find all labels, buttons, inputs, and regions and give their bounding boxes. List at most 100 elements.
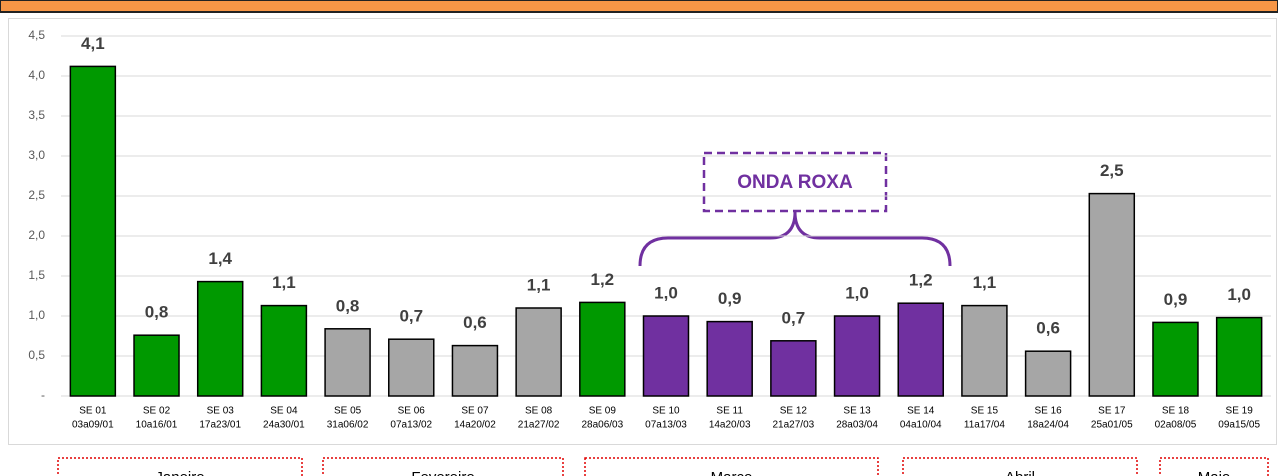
x-tick-label: SE 04 <box>270 406 298 417</box>
x-tick-period: 17a23/01 <box>199 420 241 431</box>
x-tick-period: 03a09/01 <box>72 420 114 431</box>
month-box <box>584 457 879 476</box>
bar <box>196 280 244 397</box>
month-label: Maio <box>1198 469 1231 476</box>
x-tick-label: SE 05 <box>334 406 362 417</box>
y-tick-label: 2,0 <box>28 228 45 242</box>
bar <box>706 320 753 397</box>
bar <box>324 328 371 397</box>
x-tick-period: 28a06/03 <box>581 420 623 431</box>
x-tick-label: SE 09 <box>589 406 617 417</box>
x-tick-label: SE 17 <box>1098 406 1126 417</box>
brace <box>638 211 952 267</box>
x-tick-label: SE 12 <box>780 406 808 417</box>
bar <box>451 344 499 397</box>
x-tick-period: 14a20/03 <box>709 420 751 431</box>
value-label: 0,6 <box>463 313 487 332</box>
x-tick-period: 25a01/05 <box>1091 420 1133 431</box>
x-tick-label: SE 11 <box>716 406 743 417</box>
value-label: 0,6 <box>1036 319 1060 338</box>
x-tick-label: SE 19 <box>1226 406 1254 417</box>
x-tick-label: SE 02 <box>143 406 171 417</box>
value-label: 4,1 <box>81 34 105 53</box>
value-label: 0,9 <box>718 289 742 308</box>
x-tick-period: 10a16/01 <box>136 420 178 431</box>
y-tick-label: 4,0 <box>28 68 45 82</box>
bar <box>579 301 626 397</box>
month-label: Janeiro <box>155 469 204 476</box>
month-label: Abril <box>1005 469 1035 476</box>
value-label: 1,0 <box>845 283 869 302</box>
bar <box>1152 321 1199 397</box>
x-tick-period: 31a06/02 <box>327 420 369 431</box>
value-label: 1,1 <box>973 273 997 292</box>
bar <box>961 304 1008 397</box>
month-label: Fevereiro <box>411 469 474 476</box>
bar <box>833 315 881 397</box>
x-tick-label: SE 03 <box>207 406 235 417</box>
bar <box>69 65 117 397</box>
x-tick-label: SE 01 <box>79 406 107 417</box>
bar <box>642 315 690 397</box>
x-tick-label: SE 15 <box>971 406 999 417</box>
x-tick-label: SE 06 <box>398 406 426 417</box>
y-tick-label: 0,5 <box>28 348 45 362</box>
x-tick-period: 21a27/02 <box>518 420 560 431</box>
value-label: 1,1 <box>527 275 551 294</box>
x-tick-period: 04a10/04 <box>900 420 942 431</box>
value-label: 1,2 <box>590 270 614 289</box>
x-tick-label: SE 08 <box>525 406 553 417</box>
month-label: Março <box>711 469 753 476</box>
bar <box>515 307 562 397</box>
month-box <box>322 457 564 476</box>
x-tick-period: 18a24/04 <box>1027 420 1069 431</box>
bar <box>770 340 817 397</box>
value-label: 1,2 <box>909 271 933 290</box>
annotation-box <box>702 151 888 213</box>
y-tick-label: 1,0 <box>28 308 45 322</box>
month-box <box>57 457 303 476</box>
x-tick-label: SE 14 <box>907 406 935 417</box>
bar <box>388 338 435 397</box>
x-tick-period: 11a17/04 <box>964 420 1005 431</box>
x-tick-label: SE 18 <box>1162 406 1190 417</box>
x-tick-label: SE 10 <box>652 406 680 417</box>
x-tick-label: SE 07 <box>461 406 489 417</box>
month-box <box>902 457 1138 476</box>
y-tick-label: 2,5 <box>28 188 45 202</box>
x-tick-period: 21a27/03 <box>773 420 815 431</box>
value-label: 0,7 <box>399 307 423 326</box>
value-label: 1,0 <box>654 283 678 302</box>
bar <box>133 334 180 397</box>
y-tick-label: 3,0 <box>28 148 45 162</box>
x-tick-period: 02a08/05 <box>1155 420 1197 431</box>
bar <box>897 302 944 397</box>
x-tick-period: 28a03/04 <box>836 420 878 431</box>
annotation: ONDA ROXA <box>737 172 853 193</box>
x-tick-period: 09a15/05 <box>1218 420 1260 431</box>
value-label: 1,4 <box>208 249 232 268</box>
banner <box>0 0 1278 13</box>
x-tick-label: SE 13 <box>843 406 871 417</box>
value-label: 0,8 <box>145 303 169 322</box>
value-label: 0,8 <box>336 296 360 315</box>
value-label: 0,9 <box>1164 290 1188 309</box>
bar <box>1088 192 1136 397</box>
value-label: 0,7 <box>782 308 806 327</box>
month-box <box>1159 457 1269 476</box>
x-tick-period: 14a20/02 <box>454 420 496 431</box>
bar <box>260 304 308 397</box>
y-tick-label: 3,5 <box>28 108 45 122</box>
y-tick-label: 1,5 <box>28 268 45 282</box>
bar <box>1215 316 1263 397</box>
x-tick-period: 24a30/01 <box>263 420 305 431</box>
bar <box>1024 350 1072 397</box>
value-label: 2,5 <box>1100 161 1124 180</box>
x-tick-period: 07a13/02 <box>390 420 432 431</box>
x-tick-label: SE 16 <box>1034 406 1062 417</box>
y-tick-label: - <box>41 388 45 402</box>
x-tick-period: 07a13/03 <box>645 420 687 431</box>
value-label: 1,1 <box>272 273 296 292</box>
